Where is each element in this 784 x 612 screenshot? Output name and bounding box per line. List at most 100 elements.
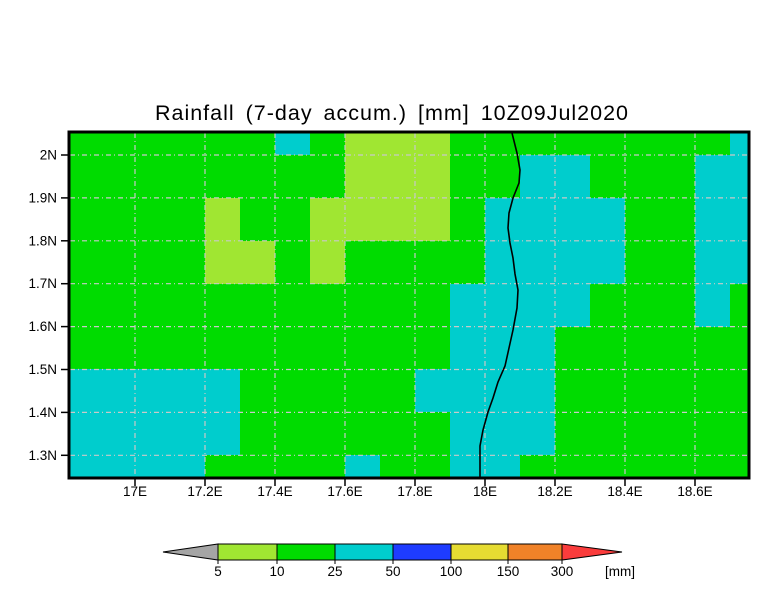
grid-cell [135, 133, 170, 155]
grid-cell [555, 241, 590, 284]
grid-cell [240, 327, 275, 369]
grid-cell [450, 327, 485, 369]
grid-cell [590, 369, 625, 412]
grid-cell [100, 412, 135, 455]
grid-cell [70, 369, 100, 412]
grid-cell [660, 198, 695, 241]
grid-cell [70, 155, 100, 198]
grid-cell [660, 455, 695, 477]
x-tick-label: 18.4E [607, 484, 642, 499]
grid-cell [135, 369, 170, 412]
grid-cell [240, 369, 275, 412]
grid-cell [625, 369, 660, 412]
grid-cell [135, 198, 170, 241]
grid-cell [345, 155, 380, 198]
grid-cell [310, 412, 345, 455]
colorbar-label: 5 [214, 564, 222, 579]
grid-cell [520, 369, 555, 412]
grid-cell [415, 133, 450, 155]
map-contour-line [479, 132, 521, 477]
grid-cell [70, 198, 100, 241]
grid-cell [310, 155, 345, 198]
grid-cell [275, 155, 310, 198]
grid-cell [240, 455, 275, 477]
grid-cell [660, 241, 695, 284]
grid-cell [170, 327, 205, 369]
grid-cell [590, 455, 625, 477]
grid-cell [555, 198, 590, 241]
grid-cell [205, 327, 240, 369]
grid-cell [660, 284, 695, 327]
grid-cell [100, 284, 135, 327]
grid-cell [275, 241, 310, 284]
grid-cell [625, 412, 660, 455]
y-tick-label: 1.6N [28, 319, 57, 334]
grid-cell [555, 455, 590, 477]
grid-cell [205, 455, 240, 477]
grid-cell [450, 284, 485, 327]
colorbar-segment [334, 543, 394, 561]
grid-cell [730, 412, 748, 455]
grid-cell [625, 455, 660, 477]
grid-cell [135, 284, 170, 327]
grid-cell [520, 455, 555, 477]
grid-cell [380, 284, 415, 327]
grid-cell [70, 133, 100, 155]
grid-cell [205, 133, 240, 155]
grid-cell [205, 198, 240, 241]
grid-cell [135, 455, 170, 477]
grid-cell [415, 327, 450, 369]
grid-cell [205, 369, 240, 412]
x-tick-label: 17.8E [397, 484, 432, 499]
grid-cell [70, 455, 100, 477]
grid-cell [660, 133, 695, 155]
colorbar-segment [507, 543, 563, 561]
grid-cell [275, 327, 310, 369]
grid-cell [100, 369, 135, 412]
grid-cell [415, 412, 450, 455]
grid-cell [625, 198, 660, 241]
grid-cell [70, 284, 100, 327]
x-tick-label: 18E [473, 484, 497, 499]
grid-cell [520, 412, 555, 455]
grid-cell [380, 412, 415, 455]
grid-cell [170, 369, 205, 412]
grid-cell [730, 369, 748, 412]
grid-cell [380, 133, 415, 155]
grid-cell [730, 198, 748, 241]
colorbar-label: 100 [440, 564, 463, 579]
grid-cell [730, 241, 748, 284]
colorbar-label: 150 [497, 564, 520, 579]
grid-cell [520, 198, 555, 241]
y-tick-label: 1.3N [28, 448, 57, 463]
y-tick-label: 1.8N [28, 233, 57, 248]
grid-cell [170, 155, 205, 198]
x-tick-label: 17.2E [187, 484, 222, 499]
grid-cell [135, 155, 170, 198]
grid-cell [100, 133, 135, 155]
grid-cell [555, 327, 590, 369]
grid-cell [625, 155, 660, 198]
grid-cell [730, 284, 748, 327]
grid-cell [380, 155, 415, 198]
x-tick-label: 17.4E [257, 484, 292, 499]
grid-cell [555, 369, 590, 412]
x-tick-label: 18.6E [677, 484, 712, 499]
x-tick-label: 17.6E [327, 484, 362, 499]
grid-cell [380, 455, 415, 477]
grid-cell [170, 284, 205, 327]
grid-cell [520, 327, 555, 369]
grid-cell [485, 133, 520, 155]
grid-cell [345, 369, 380, 412]
colorbar-label: 10 [269, 564, 284, 579]
grid-cell [730, 455, 748, 477]
grid-cell [70, 412, 100, 455]
grid-cell [205, 284, 240, 327]
grid-cell [345, 133, 380, 155]
grid-cell [730, 155, 748, 198]
grid-cell [310, 241, 345, 284]
grid-cell [380, 327, 415, 369]
grid-cell [380, 369, 415, 412]
